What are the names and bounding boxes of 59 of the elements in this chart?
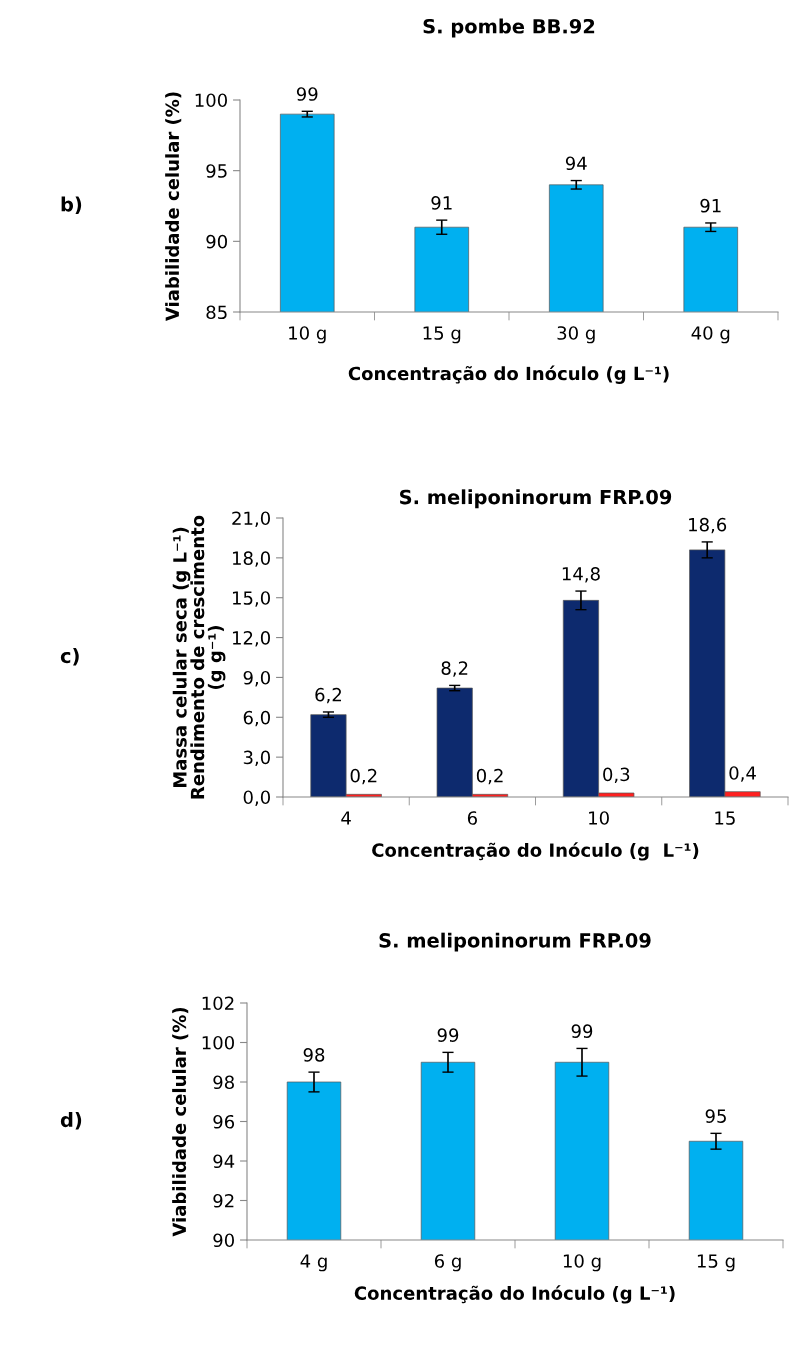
y-tick-label: 95 bbox=[206, 164, 227, 178]
data-label: 0,4 bbox=[729, 766, 756, 782]
x-tick-label: 10 bbox=[589, 811, 609, 825]
x-tick-label: 15 bbox=[715, 811, 735, 825]
chart-title: S. meliponinorum FRP.09 bbox=[400, 489, 672, 509]
chart-title: S. pombe BB.92 bbox=[423, 18, 595, 38]
x-tick-label: 6 bbox=[467, 811, 477, 825]
y-tick-label: 100 bbox=[202, 1035, 234, 1050]
x-tick-label: 40 g bbox=[691, 326, 730, 344]
x-tick-label: 4 g bbox=[300, 1254, 327, 1272]
y-axis-title: Viabilidade celular (%) bbox=[172, 1007, 189, 1237]
data-label: 18,6 bbox=[689, 517, 727, 534]
data-label: 0,2 bbox=[350, 768, 377, 785]
chart-title: S. meliponinorum FRP.09 bbox=[379, 932, 651, 952]
data-label: 6,2 bbox=[315, 687, 341, 704]
y-tick-label: 18,0 bbox=[232, 551, 270, 567]
data-label: 95 bbox=[705, 1109, 726, 1123]
x-axis-title: Concentração do Inóculo (g L⁻¹) bbox=[354, 1285, 675, 1304]
y-tick-label: 6,0 bbox=[243, 710, 270, 727]
data-label: 99 bbox=[437, 1028, 459, 1042]
data-label: 98 bbox=[303, 1048, 325, 1062]
y-tick-label: 85 bbox=[206, 305, 227, 320]
y-tick-label: 12,0 bbox=[232, 631, 270, 647]
x-tick-label: 10 g bbox=[289, 326, 326, 344]
data-label: 94 bbox=[565, 156, 587, 171]
y-tick-label: 102 bbox=[202, 996, 234, 1011]
data-label: 0,2 bbox=[476, 768, 503, 785]
y-tick-label: 9,0 bbox=[243, 670, 270, 687]
text: b) bbox=[61, 196, 82, 214]
x-axis-title: Concentração do Inóculo (g L⁻¹) bbox=[348, 365, 669, 384]
x-tick-label: 30 g bbox=[557, 326, 595, 344]
data-label: 14,8 bbox=[562, 566, 600, 583]
data-label: 8,2 bbox=[441, 661, 468, 677]
data-label: 91 bbox=[700, 198, 721, 213]
y-axis-title: Viabilidade celular (%) bbox=[165, 92, 182, 322]
y-tick-label: 15,0 bbox=[232, 591, 270, 607]
text: d) bbox=[60, 1112, 82, 1130]
x-tick-label: 4 bbox=[341, 811, 351, 825]
y-tick-label: 94 bbox=[213, 1154, 235, 1169]
y-tick-label: 0,0 bbox=[243, 790, 270, 806]
y-tick-label: 90 bbox=[213, 1233, 234, 1248]
y-tick-label: 21,0 bbox=[232, 511, 270, 527]
y-tick-label: 98 bbox=[213, 1075, 234, 1090]
y-tick-label: 90 bbox=[206, 234, 227, 249]
x-tick-label: 10 g bbox=[563, 1254, 601, 1272]
data-label: 0,3 bbox=[603, 767, 630, 784]
x-tick-label: 15 g bbox=[697, 1254, 735, 1272]
data-label: 99 bbox=[571, 1024, 593, 1038]
data-label: 99 bbox=[296, 87, 318, 101]
y-tick-label: 92 bbox=[213, 1193, 234, 1208]
y-axis-title: Massa celular seca (g L⁻¹) Rendimento de crescimento (g g⁻¹) bbox=[172, 515, 226, 799]
y-tick-label: 100 bbox=[195, 93, 227, 108]
y-tick-label: 3,0 bbox=[243, 750, 270, 767]
y-tick-label: 96 bbox=[213, 1114, 235, 1129]
x-tick-label: 15 g bbox=[423, 326, 461, 344]
data-label: 91 bbox=[431, 196, 452, 210]
x-axis-title: Concentração do Inóculo (g L⁻¹) bbox=[372, 842, 699, 861]
x-tick-label: 6 g bbox=[434, 1254, 461, 1272]
text: c) bbox=[60, 648, 79, 666]
